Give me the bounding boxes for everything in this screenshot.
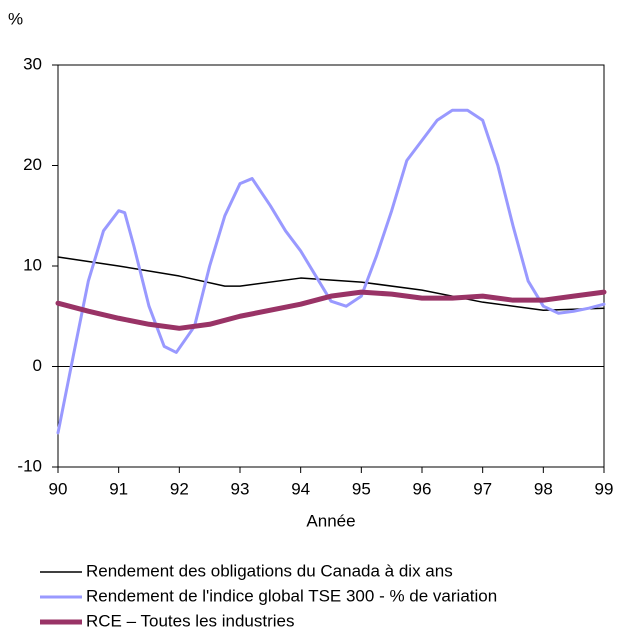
y-tick-label: 30 [23,54,42,73]
x-tick-label: 91 [109,479,128,498]
y-tick-label: 20 [23,155,42,174]
x-tick-label: 99 [595,479,614,498]
x-tick-label: 97 [473,479,492,498]
x-tick-label: 90 [49,479,68,498]
x-tick-label: 95 [352,479,371,498]
x-tick-label: 96 [413,479,432,498]
y-axis-label: % [8,9,23,28]
series-line [55,289,607,331]
legend-label: Rendement des obligations du Canada à di… [86,561,453,580]
x-tick-label: 94 [291,479,310,498]
legend-label: Rendement de l'indice global TSE 300 - %… [86,586,497,605]
x-tick-label: 92 [170,479,189,498]
x-axis-label: Année [306,511,355,530]
y-tick-label: 10 [23,255,42,274]
x-tick-label: 98 [534,479,553,498]
series-line [57,256,605,311]
legend-label: RCE – Toutes les industries [86,611,295,630]
y-tick-label: 0 [33,356,42,375]
x-tick-label: 93 [231,479,250,498]
series-line [56,108,606,435]
y-tick-label: -10 [17,456,42,475]
